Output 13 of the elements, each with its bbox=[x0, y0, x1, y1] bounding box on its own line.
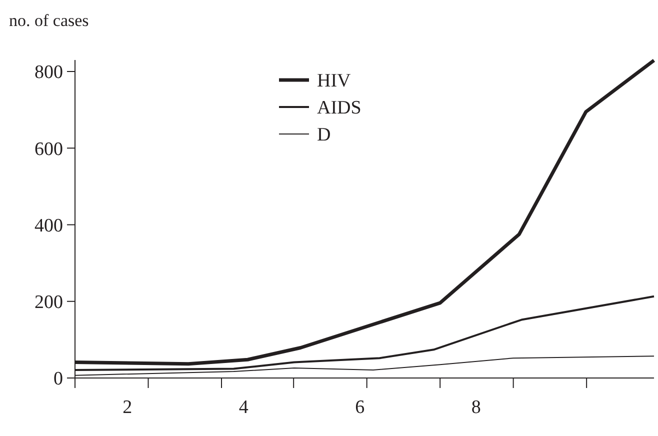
y-tick-label: 200 bbox=[34, 292, 63, 314]
y-tick-label: 600 bbox=[34, 138, 63, 160]
x-tick-label: 2 bbox=[122, 397, 132, 418]
y-tick-label: 0 bbox=[54, 368, 63, 390]
y-axis-title: no. of cases bbox=[9, 11, 89, 30]
x-tick-label: 4 bbox=[238, 397, 249, 418]
x-tick-label: 8 bbox=[471, 397, 481, 418]
legend-label: HIV bbox=[317, 70, 352, 92]
y-tick-label: 800 bbox=[34, 62, 63, 84]
x-tick-label: 6 bbox=[355, 397, 365, 418]
legend-label: AIDS bbox=[317, 98, 362, 119]
legend-label: D bbox=[317, 124, 331, 146]
y-tick-label: 400 bbox=[34, 215, 63, 236]
